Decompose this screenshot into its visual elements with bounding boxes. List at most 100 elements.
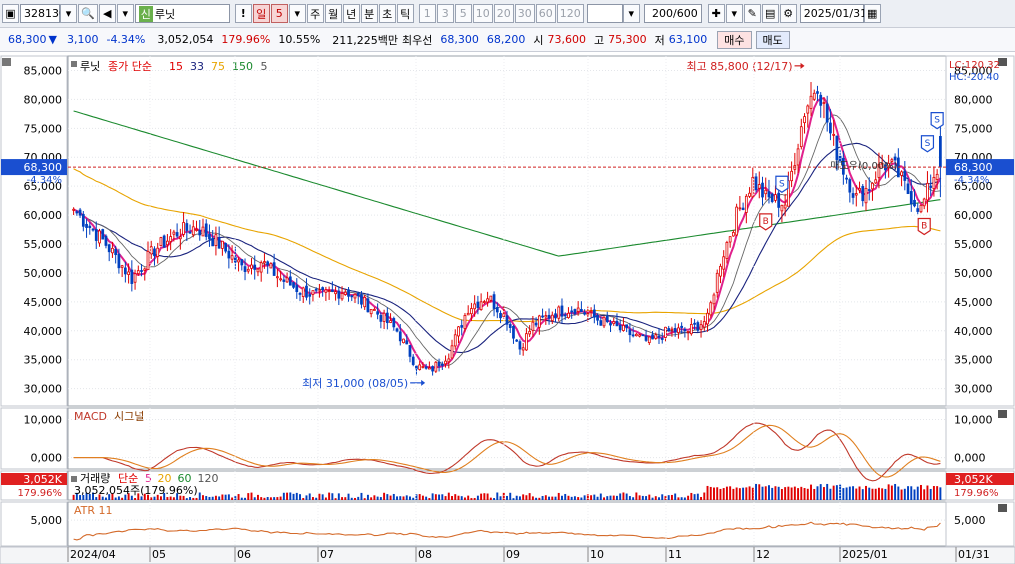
candle bbox=[321, 287, 325, 291]
candle bbox=[550, 314, 554, 321]
candle bbox=[829, 122, 832, 134]
y-tick-label: 35,000 bbox=[24, 354, 63, 367]
period-day-button[interactable]: 일 bbox=[252, 4, 270, 23]
speaker-icon[interactable]: ◀ bbox=[98, 4, 116, 23]
sell-button[interactable]: 매도 bbox=[755, 30, 790, 49]
volume-bar bbox=[159, 496, 162, 500]
custom-period-input[interactable] bbox=[586, 4, 623, 23]
candle bbox=[667, 328, 671, 331]
legend-item: 5 bbox=[261, 60, 268, 73]
left-axis-atr bbox=[0, 501, 68, 547]
period-number-button[interactable]: 5 bbox=[270, 4, 288, 23]
candle bbox=[939, 136, 942, 168]
dropdown-chevron-icon[interactable]: ▾ bbox=[622, 4, 640, 23]
volume-bar bbox=[829, 488, 832, 500]
volume-bar bbox=[134, 498, 137, 500]
volume-bar bbox=[354, 497, 356, 500]
candle bbox=[609, 322, 612, 326]
count-input[interactable]: 200/600 bbox=[643, 4, 702, 23]
period-month-button[interactable]: 월 bbox=[324, 4, 342, 23]
volume-bar bbox=[509, 492, 512, 500]
candle bbox=[353, 293, 357, 299]
period-week-button[interactable]: 주 bbox=[306, 4, 324, 23]
dropdown-chevron-icon[interactable]: ▾ bbox=[288, 4, 306, 23]
candle bbox=[864, 187, 868, 204]
period-minute-button[interactable]: 분 bbox=[360, 4, 378, 23]
save-icon[interactable]: ▤ bbox=[761, 4, 779, 23]
volume-bar bbox=[224, 494, 227, 500]
legend-item: 33 bbox=[190, 60, 204, 73]
buy-button[interactable]: 매수 bbox=[717, 30, 752, 49]
dropdown-chevron-icon[interactable]: ▾ bbox=[116, 4, 134, 23]
candle bbox=[757, 184, 761, 189]
best-bid: 68,200 bbox=[486, 33, 526, 46]
period-second-button[interactable]: 초 bbox=[378, 4, 396, 23]
minute-5-button[interactable]: 5 bbox=[454, 4, 472, 23]
candle bbox=[867, 189, 871, 191]
volume-bar bbox=[279, 496, 282, 500]
candle bbox=[411, 356, 415, 365]
minute-10-button[interactable]: 10 bbox=[472, 4, 493, 23]
volume-bar bbox=[227, 494, 230, 500]
calendar-icon[interactable]: ▦ bbox=[863, 4, 881, 23]
volume-bar bbox=[713, 487, 715, 500]
stock-code-input[interactable]: 328130 bbox=[20, 4, 66, 23]
period-tick-button[interactable]: 틱 bbox=[396, 4, 414, 23]
candle bbox=[85, 223, 88, 228]
gear-icon[interactable]: ⚙ bbox=[779, 4, 797, 23]
minute-3-button[interactable]: 3 bbox=[436, 4, 454, 23]
current-price-label: 68,300 bbox=[954, 161, 993, 174]
candle bbox=[696, 322, 700, 331]
candle bbox=[861, 186, 865, 202]
volume-bar bbox=[670, 494, 673, 500]
volume-bar bbox=[315, 497, 318, 500]
candle bbox=[230, 255, 234, 260]
volume-bar bbox=[185, 498, 188, 500]
candle bbox=[91, 228, 95, 231]
minute-1-button[interactable]: 1 bbox=[418, 4, 436, 23]
dropdown-chevron-icon[interactable]: ▾ bbox=[725, 4, 743, 23]
volume-bar bbox=[648, 494, 651, 500]
alert-button[interactable]: ! bbox=[234, 4, 252, 23]
minute-20-button[interactable]: 20 bbox=[493, 4, 514, 23]
candle bbox=[421, 366, 425, 368]
panel-menu-icon bbox=[998, 504, 1007, 512]
volume-bar bbox=[881, 488, 884, 500]
minute-30-button[interactable]: 30 bbox=[514, 4, 535, 23]
volume-bar bbox=[214, 495, 217, 500]
volume-bar bbox=[768, 485, 770, 500]
minute-120-button[interactable]: 120 bbox=[556, 4, 584, 23]
candle bbox=[240, 259, 244, 266]
volume-bar bbox=[260, 497, 263, 500]
candle bbox=[447, 358, 451, 363]
minute-60-button[interactable]: 60 bbox=[535, 4, 556, 23]
volume-bar bbox=[499, 496, 502, 500]
dropdown-chevron-icon[interactable]: ▾ bbox=[60, 4, 77, 23]
window-icon[interactable]: ▣ bbox=[2, 4, 19, 23]
candle bbox=[651, 334, 654, 340]
best-quote-label: 최우선 bbox=[402, 33, 433, 47]
date-input[interactable]: 2025/01/31 bbox=[799, 4, 867, 23]
candle bbox=[88, 225, 92, 229]
volume-bar bbox=[920, 484, 922, 500]
draw-tool-icon[interactable]: ✎ bbox=[743, 4, 761, 23]
y-tick-label: 75,000 bbox=[24, 122, 63, 135]
signal-annotation: 매도우(0,00%) bbox=[830, 160, 897, 172]
buy-signal-marker-label: B bbox=[921, 222, 927, 232]
candle bbox=[767, 191, 771, 198]
candle bbox=[505, 315, 509, 325]
macd-line bbox=[73, 422, 941, 482]
indicator-add-icon[interactable]: ✚ bbox=[707, 4, 725, 23]
candle bbox=[592, 309, 596, 318]
x-tick-label: 08 bbox=[418, 548, 432, 561]
candle bbox=[385, 312, 389, 324]
volume-bar bbox=[822, 487, 825, 500]
candle bbox=[622, 324, 625, 331]
period-year-button[interactable]: 년 bbox=[342, 4, 360, 23]
stock-name-field[interactable]: 신 루닛 bbox=[134, 4, 230, 23]
search-icon[interactable]: 🔍 bbox=[78, 4, 98, 23]
high-price: 75,300 bbox=[608, 33, 647, 46]
panel-menu-icon bbox=[2, 58, 11, 66]
volume-bar bbox=[302, 498, 305, 500]
